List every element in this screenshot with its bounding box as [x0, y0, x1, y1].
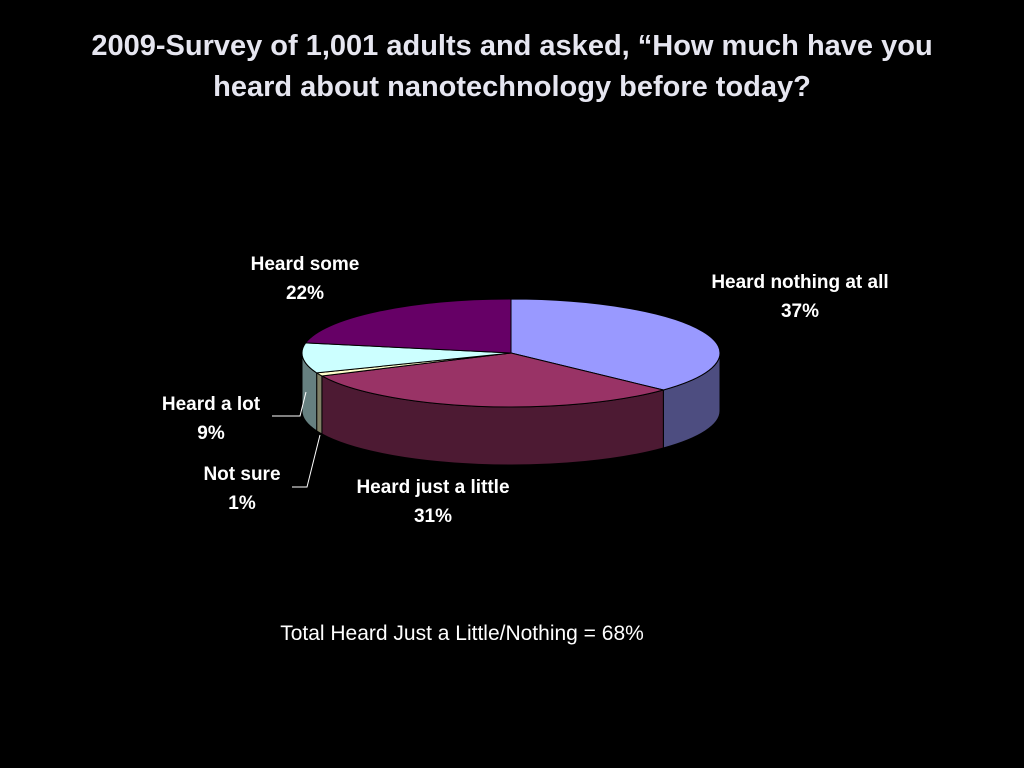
value-label: 37% [780, 301, 820, 322]
category-label: Heard nothing at all [711, 272, 889, 293]
slice-label: Not sure 1% [182, 460, 302, 518]
category-label: Heard some [250, 254, 360, 275]
slice [304, 298, 512, 354]
leader-line [292, 434, 321, 488]
chart-title: 2009-Survey of 1,001 adults and asked, “… [91, 30, 933, 103]
value-label: 9% [197, 423, 225, 444]
value-label: 22% [285, 283, 325, 304]
slice-side [316, 371, 323, 435]
slice [301, 342, 512, 374]
slice-label: Heard just a little 31% [313, 473, 553, 531]
category-label: Not sure [203, 464, 281, 485]
annotation: Total Heard Just a Little/Nothing = 68% [280, 622, 644, 645]
leader-line [272, 391, 307, 417]
slice-label: Heard nothing at all 37% [700, 268, 900, 326]
slice-label: Heard a lot 9% [136, 390, 286, 448]
slice-label: Heard some 22% [225, 250, 385, 308]
value-label: 31% [413, 506, 453, 527]
slice [510, 298, 721, 391]
slice [320, 352, 666, 408]
value-label: 1% [228, 493, 256, 514]
category-label: Heard a lot [161, 394, 261, 415]
category-label: Heard just a little [356, 477, 510, 498]
